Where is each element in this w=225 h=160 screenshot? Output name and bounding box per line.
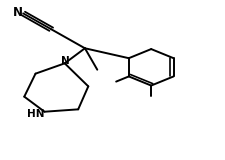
Text: N: N [13, 6, 23, 19]
Text: HN: HN [27, 109, 44, 119]
Text: N: N [61, 56, 70, 66]
